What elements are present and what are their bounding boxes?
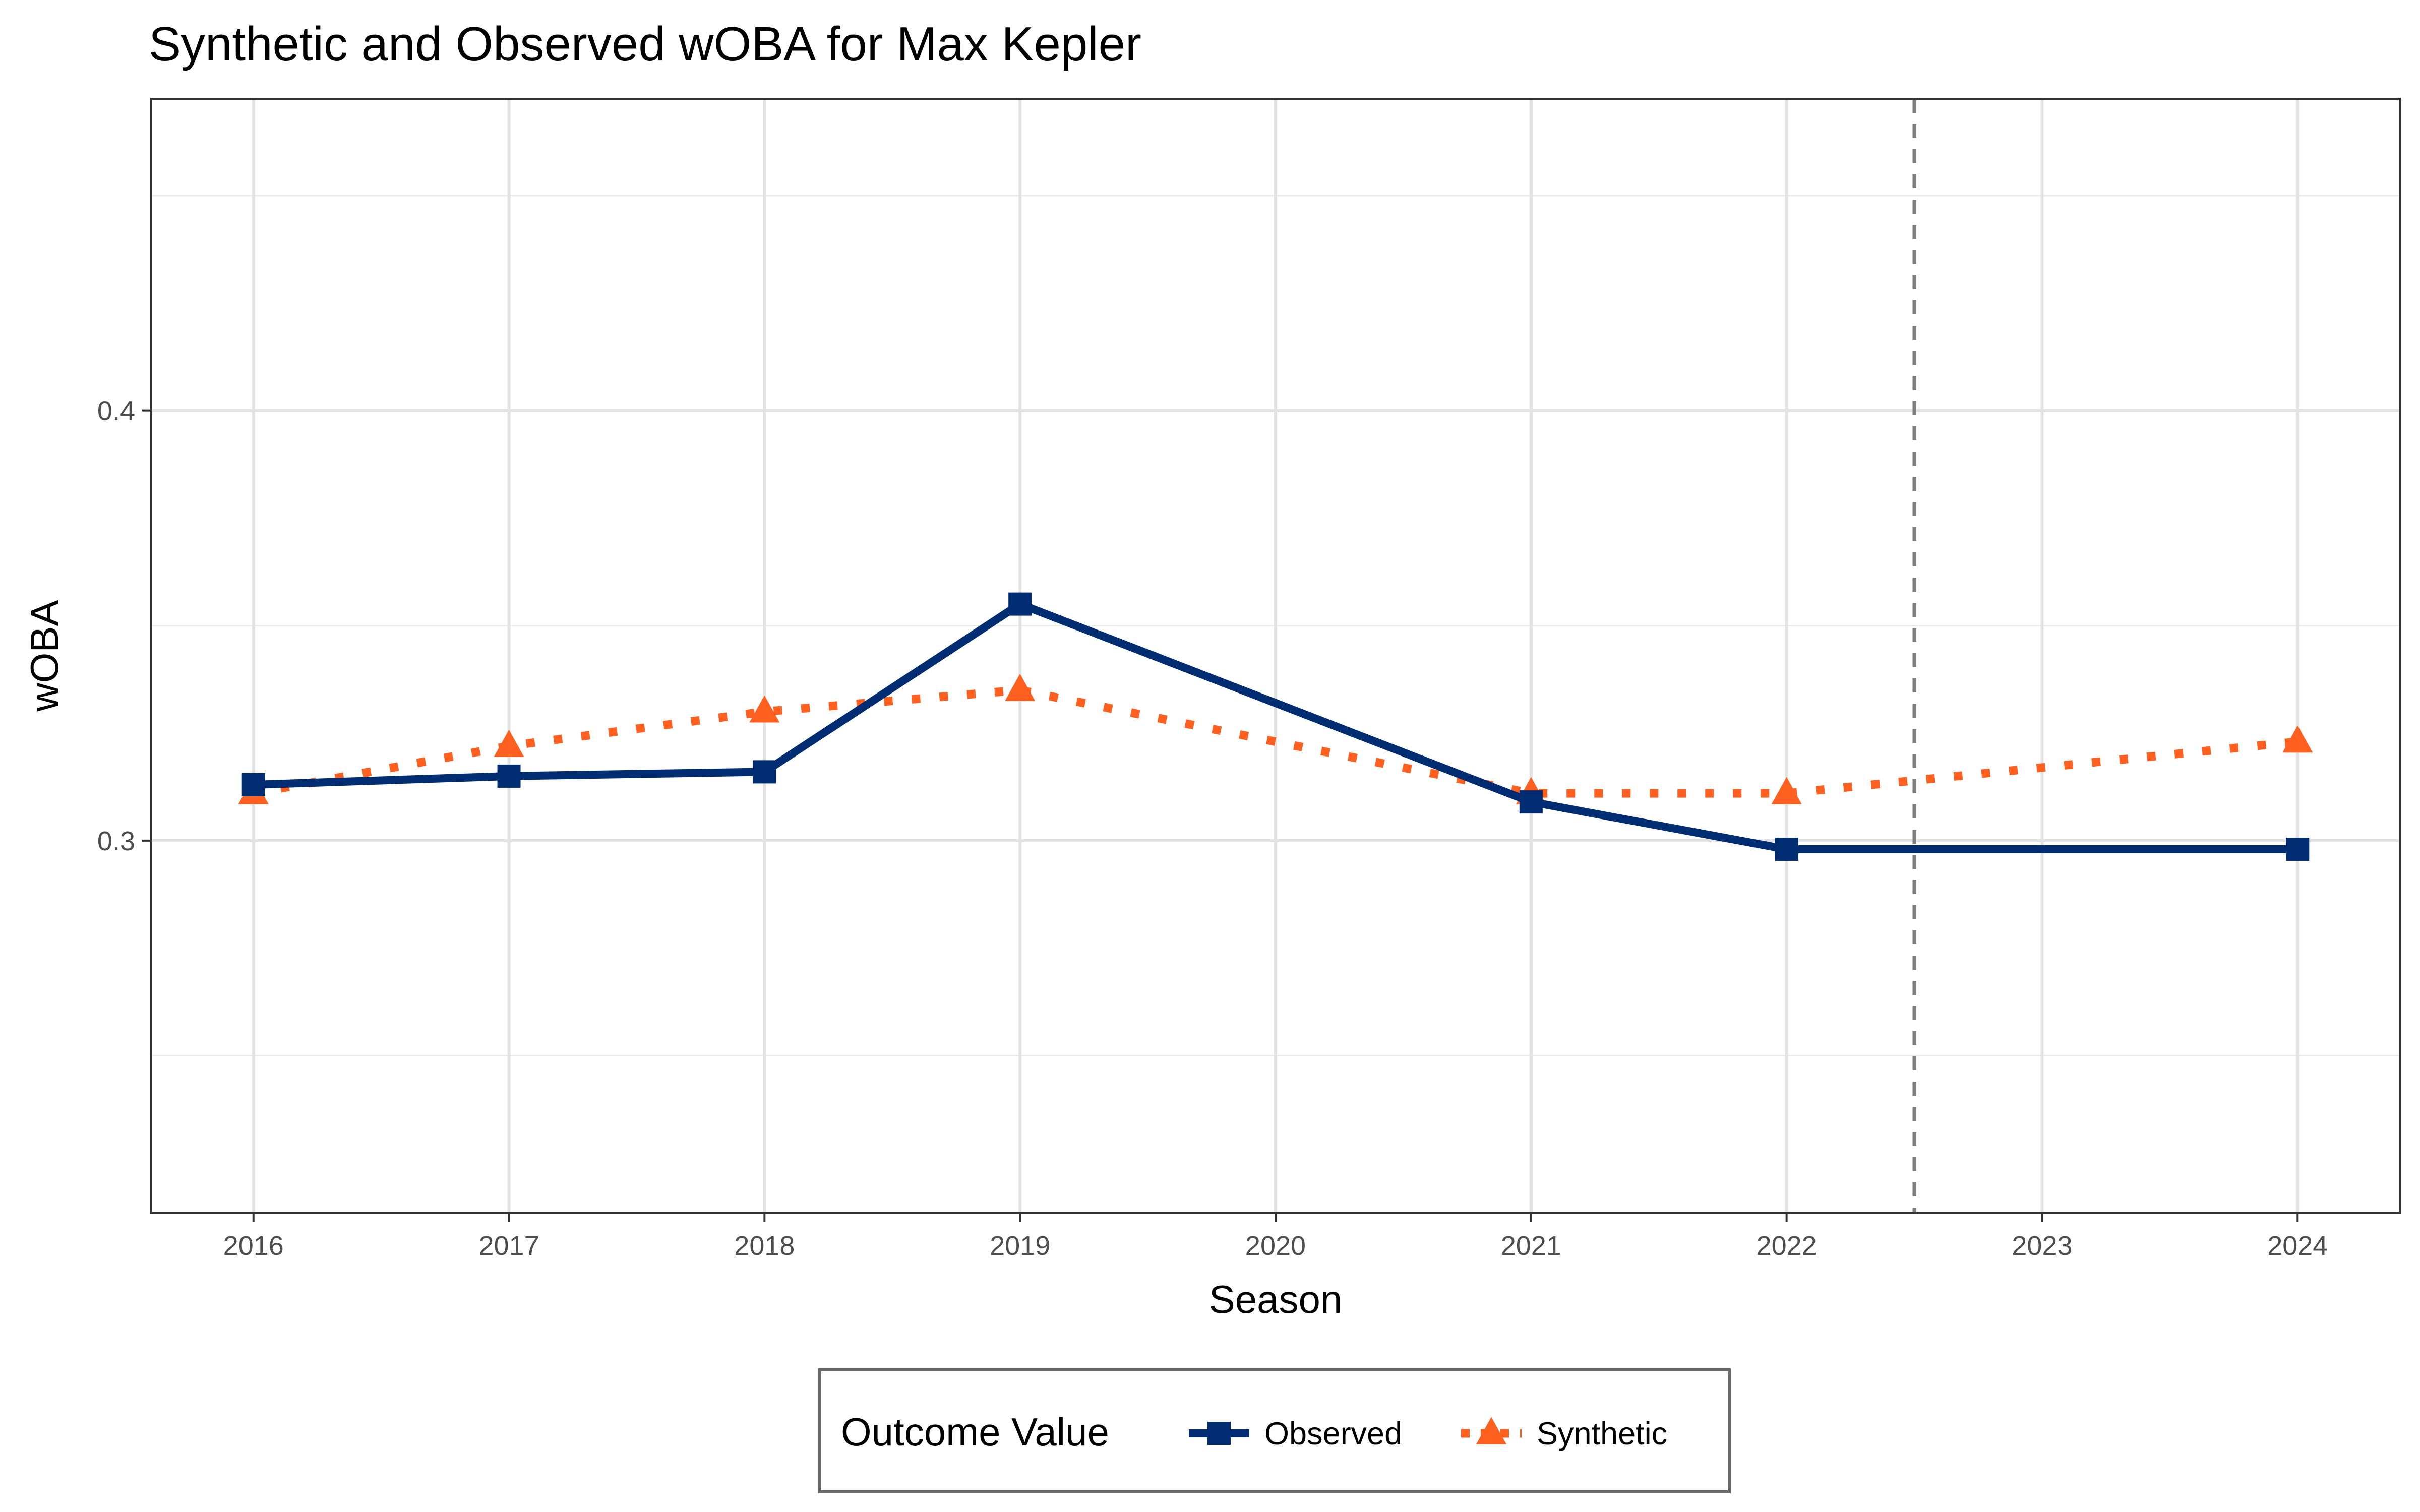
x-tick-label: 2019 bbox=[990, 1231, 1050, 1261]
x-tick-label: 2021 bbox=[1501, 1231, 1561, 1261]
x-axis-title: Season bbox=[1209, 1277, 1343, 1321]
x-tick-label: 2017 bbox=[478, 1231, 539, 1261]
y-axis-title: wOBA bbox=[22, 600, 67, 712]
x-tick-label: 2016 bbox=[223, 1231, 284, 1261]
synthetic-point bbox=[1771, 777, 1802, 804]
legend: Outcome Value Observed Synthetic bbox=[818, 1368, 1731, 1493]
observed-point bbox=[241, 773, 265, 796]
legend-key-marker bbox=[1207, 1422, 1231, 1445]
x-tick-label: 2020 bbox=[1245, 1231, 1306, 1261]
series-layer bbox=[238, 592, 2313, 861]
x-tick-label: 2022 bbox=[1757, 1231, 1817, 1261]
observed-point bbox=[1519, 790, 1543, 814]
observed-point bbox=[1008, 592, 1032, 616]
synthetic-point bbox=[2282, 725, 2313, 753]
y-tick-label: 0.3 bbox=[97, 826, 135, 856]
synthetic-point bbox=[749, 695, 780, 723]
x-tick-label: 2023 bbox=[2012, 1231, 2072, 1261]
synthetic-point bbox=[494, 729, 524, 757]
series-observed bbox=[241, 592, 2310, 861]
legend-entry-synthetic: Synthetic bbox=[1461, 1416, 1667, 1452]
grid-lines bbox=[151, 99, 2400, 1213]
chart-title: Synthetic and Observed wOBA for Max Kepl… bbox=[149, 17, 1141, 71]
legend-title: Outcome Value bbox=[841, 1410, 1109, 1454]
observed-point bbox=[2286, 837, 2310, 861]
x-axis: 2016 2017 2018 2019 2020 2021 2022 2023 2024 bbox=[223, 1213, 2328, 1261]
observed-point bbox=[497, 764, 521, 788]
x-tick-label: 2024 bbox=[2267, 1231, 2328, 1261]
observed-point bbox=[1775, 837, 1798, 861]
legend-entries: Observed Synthetic bbox=[1189, 1416, 1667, 1452]
x-tick-label: 2018 bbox=[734, 1231, 795, 1261]
y-tick-label: 0.4 bbox=[97, 396, 135, 426]
legend-label-synthetic: Synthetic bbox=[1537, 1416, 1667, 1452]
legend-entry-observed: Observed bbox=[1189, 1416, 1402, 1452]
legend-key-marker bbox=[1476, 1417, 1506, 1444]
legend-label-observed: Observed bbox=[1264, 1416, 1402, 1452]
legend-box bbox=[818, 1368, 1731, 1493]
observed-point bbox=[753, 760, 776, 784]
y-axis: 0.3 0.4 bbox=[97, 396, 151, 856]
synthetic-point bbox=[1005, 673, 1036, 701]
